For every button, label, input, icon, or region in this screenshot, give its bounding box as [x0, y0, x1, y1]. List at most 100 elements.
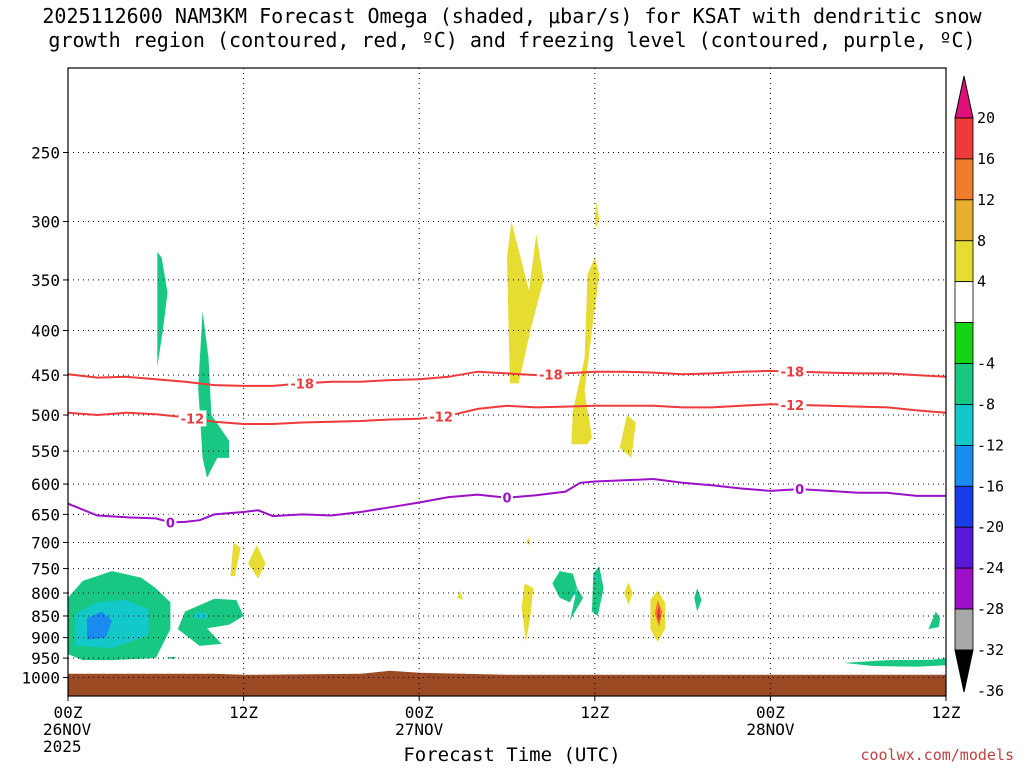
colorbar-label: 20	[977, 109, 995, 127]
colorbar-bin	[954, 281, 974, 324]
colorbar-label: -4	[977, 355, 995, 373]
y-tick-label: 500	[31, 406, 60, 425]
omega-region-6	[198, 311, 229, 478]
omega-region-13	[521, 583, 534, 642]
x-tick-label: 12Z	[229, 703, 258, 722]
omega-region-5	[157, 251, 168, 367]
contour-label-bg	[288, 375, 317, 392]
contour-label--18: -18	[539, 368, 563, 383]
y-tick-label: 950	[31, 649, 60, 668]
y-tick-label: 250	[31, 144, 60, 163]
omega-region-3	[177, 598, 244, 646]
contour-label--12: -12	[781, 399, 805, 414]
omega-region-2	[87, 611, 112, 640]
contour-label-bg	[178, 410, 207, 427]
colorbar-bottom-arrow	[954, 649, 974, 693]
y-tick-label: 450	[31, 366, 60, 385]
omega-region-26	[928, 611, 941, 630]
x-tick-label: 28NOV	[746, 720, 795, 739]
colorbar-bin	[954, 404, 974, 446]
colorbar-label: -20	[977, 518, 1004, 536]
colorbar-top-arrow	[954, 75, 974, 119]
contour-label--18: -18	[290, 377, 314, 392]
y-tick-label: 300	[31, 213, 60, 232]
colorbar: 20 16 12 8 4 -4 -8 -12 -16 -20 -24 -28 -32 -36	[954, 75, 1004, 700]
contour-label-0: 0	[795, 483, 804, 498]
colorbar-bin	[954, 158, 974, 201]
contour-label-bg	[536, 366, 565, 383]
y-tick-label: 900	[31, 629, 60, 648]
x-tick-label: 00Z	[54, 703, 83, 722]
contour-label--12: -12	[429, 411, 453, 426]
terrain-layer	[68, 670, 946, 696]
omega-region-8	[248, 545, 266, 579]
omega-region-28	[166, 656, 177, 660]
x-tick-label: 27NOV	[395, 720, 444, 739]
omega-region-7	[230, 542, 241, 577]
x-tick-label: 12Z	[580, 703, 609, 722]
colorbar-bin	[954, 363, 974, 405]
omega-region-11	[594, 202, 600, 228]
omega-region-27	[843, 658, 946, 667]
y-tick-label: 400	[31, 322, 60, 341]
y-tick-label: 1000	[21, 669, 60, 688]
y-tick-label: 700	[31, 533, 60, 552]
omega-region-15	[457, 590, 464, 600]
x-tick-label: 00Z	[405, 703, 434, 722]
y-tick-label: 750	[31, 560, 60, 579]
colorbar-bin	[954, 322, 974, 364]
y-axis-ticks: 250 300 350 400 450 500 550 600 650 700 750 800 850 9…	[21, 144, 68, 688]
colorbar-bin	[954, 608, 974, 651]
y-tick-label: 550	[31, 442, 60, 461]
colorbar-bin	[954, 485, 974, 528]
omega-region-9	[507, 221, 544, 384]
y-tick-label: 800	[31, 584, 60, 603]
terrain-fill	[68, 670, 946, 696]
colorbar-bin	[954, 567, 974, 610]
plot-frame	[67, 67, 947, 697]
contour-label-bg	[778, 363, 807, 380]
omega-region-25	[694, 588, 702, 612]
colorbar-bin	[954, 199, 974, 242]
y-tick-label: 650	[31, 505, 60, 524]
colorbar-bin	[954, 240, 974, 283]
colorbar-label: 12	[977, 191, 995, 209]
colorbar-label: -24	[977, 559, 1004, 577]
omega-shading-layer	[68, 202, 946, 667]
colorbar-label: 4	[977, 273, 986, 291]
colorbar-label: -12	[977, 436, 1004, 454]
contour-label-bg	[778, 396, 807, 413]
colorbar-label: 16	[977, 150, 995, 168]
contour-label-bg	[501, 489, 513, 506]
omega-region-21	[624, 582, 633, 605]
x-tick-label: 26NOV	[43, 720, 92, 739]
credit-link[interactable]: coolwx.com/models	[860, 746, 1014, 764]
contour-label--12: -12	[181, 412, 205, 427]
omega-region-16	[552, 571, 578, 603]
omega-region-24	[657, 604, 661, 623]
contour-label-0: 0	[166, 516, 175, 531]
omega-region-4	[192, 611, 207, 620]
colorbar-bin	[954, 526, 974, 569]
colorbar-label: -16	[977, 477, 1004, 495]
y-tick-label: 350	[31, 271, 60, 290]
omega-region-19	[572, 588, 578, 598]
omega-region-10	[571, 257, 600, 445]
colorbar-bin	[954, 444, 974, 487]
omega-region-12	[619, 415, 636, 458]
colorbar-label: -8	[977, 395, 995, 413]
chart-title-line-1: 2025112600 NAM3KM Forecast Omega (shaded…	[42, 4, 982, 28]
omega-region-17	[569, 588, 584, 621]
colorbar-label: 8	[977, 232, 986, 250]
chart-title: 2025112600 NAM3KM Forecast Omega (shaded…	[0, 4, 1024, 52]
x-tick-label: 12Z	[932, 703, 961, 722]
colorbar-label: -32	[977, 641, 1004, 659]
contour-label-bg	[427, 408, 456, 425]
contour-line-0	[67, 477, 946, 524]
colorbar-label: -28	[977, 600, 1004, 618]
x-axis-label: Forecast Time (UTC)	[403, 744, 621, 766]
colorbar-bin	[954, 117, 974, 160]
y-tick-label: 600	[31, 475, 60, 494]
